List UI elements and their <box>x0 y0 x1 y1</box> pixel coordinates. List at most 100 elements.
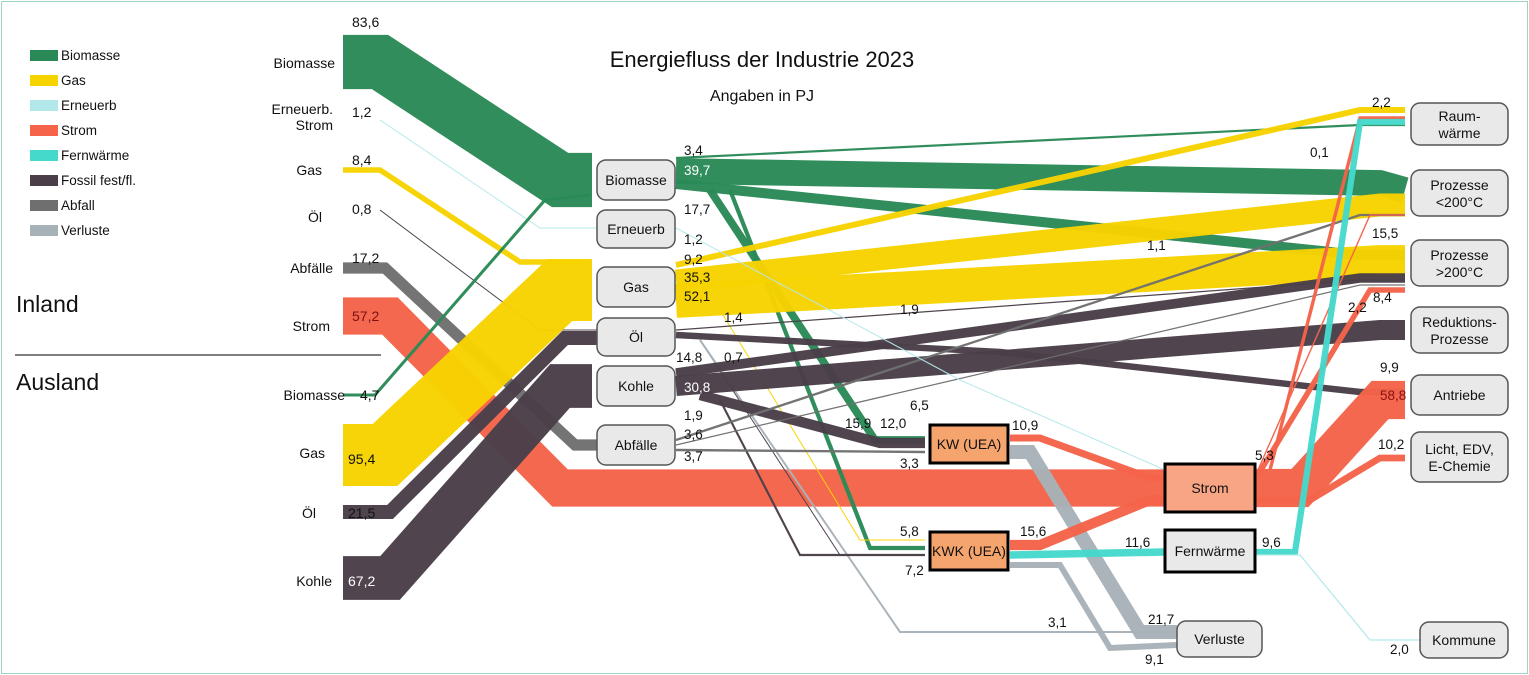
flow-raumwaerme-10 <box>675 123 1405 160</box>
node-box <box>596 159 676 201</box>
source-value: 83,6 <box>352 14 379 30</box>
flow-value-label: 2,2 <box>1372 95 1391 110</box>
flow-value-label: 7,2 <box>905 563 924 578</box>
diagram-subtitle: Angaben in PJ <box>710 88 814 105</box>
legend-swatch <box>30 100 58 111</box>
flow-value-label: 11,6 <box>1125 535 1150 550</box>
flow-kw-29 <box>675 448 926 454</box>
legend: Biomasse Gas Erneuerb Strom Fernwärme Fossil … <box>30 48 136 238</box>
flow-value-label: 6,5 <box>910 398 929 413</box>
flow-value-label: 2,0 <box>1390 642 1409 657</box>
legend-label: Verluste <box>61 223 110 238</box>
flow-p_lt200-38 <box>1257 214 1405 471</box>
node-box <box>596 365 676 407</box>
legend-swatch <box>30 150 58 161</box>
node-gas: Gas <box>596 266 676 308</box>
flow-fernwaerme-33 <box>1009 548 1166 559</box>
flow-biomasse-6 <box>343 193 591 397</box>
node-label: KW (UEA) <box>937 436 1002 452</box>
node-label: Prozesse <200°C <box>1430 177 1489 210</box>
flow-value-label: 5,3 <box>1255 448 1274 463</box>
node-strom: Strom <box>1163 462 1257 514</box>
source-value: 8,4 <box>352 152 372 168</box>
flow-value-label: 1,1 <box>1147 238 1166 253</box>
node-kommune: Kommune <box>1419 621 1509 659</box>
flow-value-label: 1,9 <box>900 302 919 317</box>
legend-label: Gas <box>61 73 86 88</box>
legend-item-biomasse: Biomasse <box>30 48 120 63</box>
legend-item-abfall: Abfall <box>30 198 95 213</box>
flow-antriebe-35 <box>1255 380 1405 508</box>
node-box <box>1410 169 1509 217</box>
source-value: 0,8 <box>352 201 372 217</box>
source-label: Biomasse <box>274 55 336 71</box>
node-biomasse: Biomasse <box>596 159 676 201</box>
legend-label: Abfall <box>61 198 95 213</box>
flow-kohle-9 <box>343 364 592 600</box>
node-box <box>1419 621 1509 659</box>
flow-value-label: 9,1 <box>1145 652 1164 667</box>
flow-value-label: 1,9 <box>684 408 703 423</box>
node-box <box>1410 431 1509 483</box>
node-box <box>596 317 676 357</box>
flow-value-label: 9,9 <box>1380 360 1399 375</box>
flow-raumwaerme-15 <box>675 107 1405 268</box>
legend-swatch <box>30 125 58 136</box>
node-label: Öl <box>629 328 643 345</box>
flow-gas-7 <box>343 258 592 487</box>
flow-p_gt200-37 <box>1255 287 1405 477</box>
node-box <box>1163 528 1257 574</box>
flow-oel-8 <box>343 331 597 519</box>
node-verluste: Verluste <box>1176 620 1263 658</box>
node-label: Kommune <box>1432 632 1496 648</box>
node-raumwaerme: Raum-wärme <box>1410 102 1509 146</box>
flow-value-label: 3,3 <box>900 456 919 471</box>
node-label: Erneuerb <box>607 221 665 237</box>
legend-label: Strom <box>61 123 97 138</box>
nodes-layer: Biomasse Erneuerb Gas Öl Kohle Abfälle KW (UEA… <box>596 102 1509 659</box>
node-kw: KW (UEA) <box>928 423 1010 465</box>
flow-raumwaerme-39 <box>1268 116 1405 471</box>
source-label: Abfälle <box>290 260 333 276</box>
flow-biomasse-0 <box>343 34 592 208</box>
flow-value-label: 3,7 <box>684 449 703 464</box>
legend-swatch <box>30 200 58 211</box>
region-inland: Inland <box>16 291 79 317</box>
source-value: 17,2 <box>352 250 379 266</box>
flow-verluste-22 <box>699 339 1175 634</box>
node-label: Gas <box>623 279 649 295</box>
node-box <box>1176 620 1263 658</box>
flow-raumwaerme-40 <box>1255 118 1405 556</box>
node-abfaelle: Abfälle <box>596 424 676 466</box>
flow-value-label: 15,5 <box>1372 226 1398 241</box>
flow-value-label: 5,8 <box>900 524 919 539</box>
node-box <box>1410 239 1509 287</box>
node-box <box>596 209 676 249</box>
flow-strom-42 <box>675 227 1166 471</box>
node-licht: Licht, EDV, E-Chemie <box>1410 431 1509 483</box>
node-label: KWK (UEA) <box>932 543 1006 559</box>
legend-item-verluste: Verluste <box>30 223 110 238</box>
flow-value-label: 15,6 <box>1020 524 1046 539</box>
legend-swatch <box>30 225 58 236</box>
source-label: Öl <box>302 504 316 521</box>
legend-item-fernwaerme: Fernwärme <box>30 148 129 163</box>
node-box <box>1410 306 1509 354</box>
node-label: Abfälle <box>615 437 658 453</box>
legend-label: Biomasse <box>61 48 120 63</box>
source-value: 1,2 <box>352 104 372 120</box>
node-erneuerb: Erneuerb <box>596 209 676 249</box>
node-label: Strom <box>1191 480 1228 496</box>
flow-p_lt200-11 <box>675 158 1409 203</box>
flow-kommune-41 <box>1255 554 1420 641</box>
flow-value-label: 30,8 <box>684 380 710 395</box>
source-label: Gas <box>296 162 322 178</box>
flow-value-label: 3,6 <box>684 427 703 442</box>
node-box <box>1163 462 1257 514</box>
flow-value-label: 1,2 <box>684 232 703 247</box>
legend-item-strom: Strom <box>30 123 97 138</box>
legend-label: Fossil fest/fl. <box>61 173 136 188</box>
flow-value-label: 0,1 <box>1310 145 1329 160</box>
node-label: Licht, EDV, E-Chemie <box>1425 441 1494 474</box>
flow-p_gt200-28 <box>675 284 1405 446</box>
